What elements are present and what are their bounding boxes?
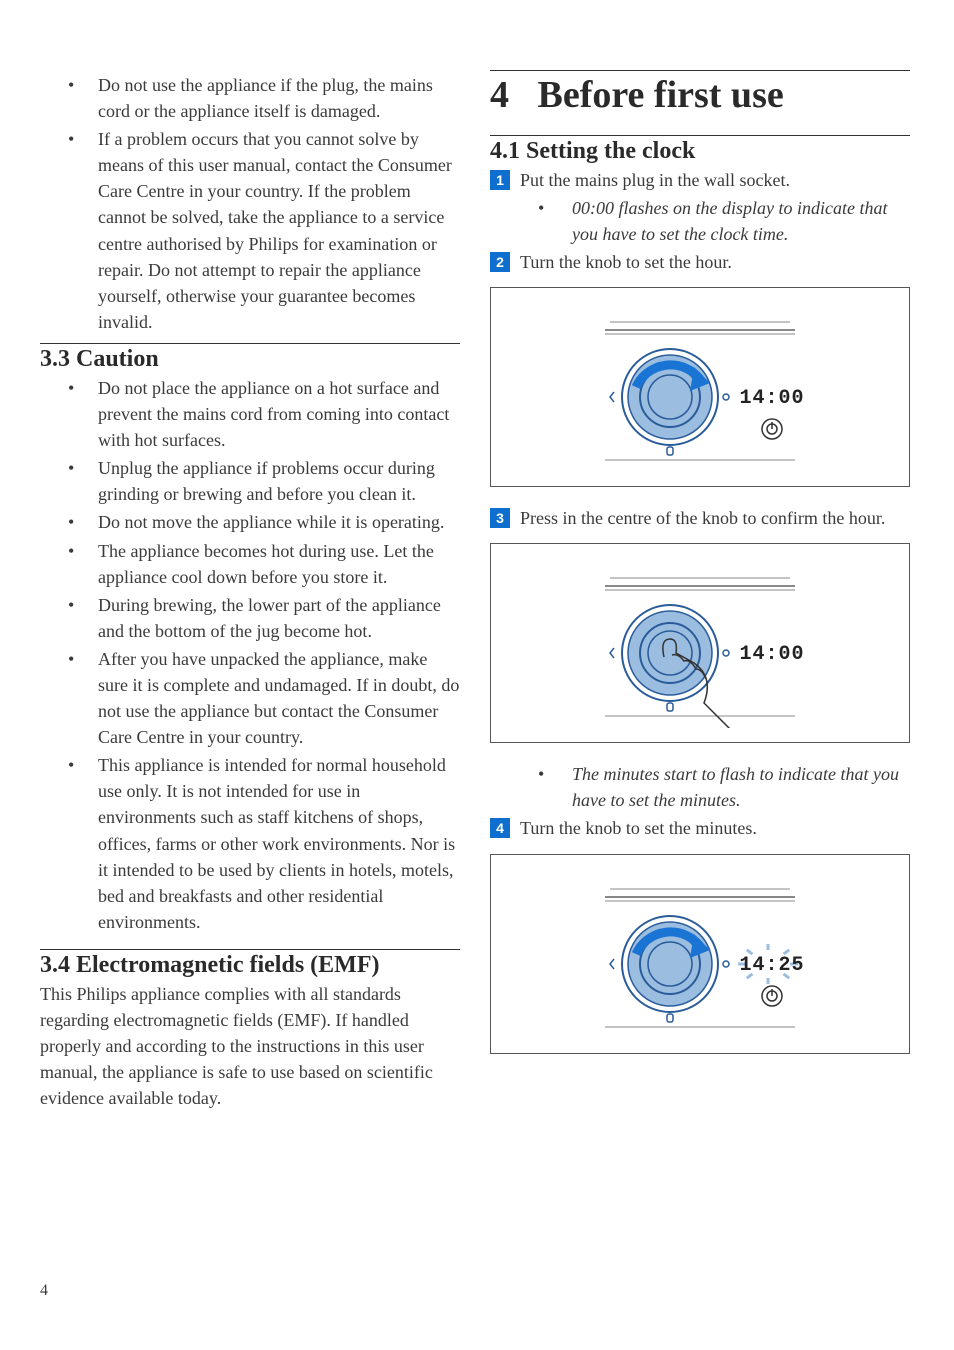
- divider: [40, 343, 460, 344]
- step-1: 1 Put the mains plug in the wall socket.: [490, 167, 910, 193]
- list-item: Do not move the appliance while it is op…: [40, 509, 460, 535]
- step-3: 3 Press in the centre of the knob to con…: [490, 505, 910, 531]
- figure-1: 14:00: [490, 287, 910, 487]
- step-note: The minutes start to flash to indicate t…: [490, 761, 910, 813]
- step-4: 4 Turn the knob to set the minutes.: [490, 815, 910, 841]
- step-badge-icon: 4: [490, 818, 510, 838]
- step-2: 2 Turn the knob to set the hour.: [490, 249, 910, 275]
- section-4-1-title: 4.1 Setting the clock: [490, 138, 910, 165]
- step-badge-icon: 1: [490, 170, 510, 190]
- chapter-title: Before first use: [538, 74, 784, 116]
- svg-text:14:25: 14:25: [739, 954, 804, 977]
- step-text: Turn the knob to set the hour.: [520, 249, 910, 275]
- step-text: Press in the centre of the knob to confi…: [520, 505, 910, 531]
- section-3-4-title: 3.4 Electromagnetic fields (EMF): [40, 952, 460, 979]
- emf-paragraph: This Philips appliance complies with all…: [40, 981, 460, 1111]
- divider: [40, 949, 460, 950]
- knob-diagram-icon: 14:00: [550, 558, 850, 728]
- divider: [490, 135, 910, 136]
- figure-2: 14:00: [490, 543, 910, 743]
- step-note: 00:00 flashes on the display to indicate…: [490, 195, 910, 247]
- step-text: Turn the knob to set the minutes.: [520, 815, 910, 841]
- section-3-3-title: 3.3 Caution: [40, 346, 460, 373]
- list-item: Do not place the appliance on a hot surf…: [40, 375, 460, 453]
- right-column: 4 Before first use 4.1 Setting the clock…: [490, 70, 910, 1111]
- chapter-4-heading: 4 Before first use: [490, 75, 910, 117]
- intro-bullet-list: Do not use the appliance if the plug, th…: [40, 72, 460, 335]
- step-badge-icon: 3: [490, 508, 510, 528]
- page-number: 4: [40, 1282, 48, 1300]
- page-columns: Do not use the appliance if the plug, th…: [40, 70, 914, 1111]
- svg-text:14:00: 14:00: [739, 387, 804, 410]
- step-note-list: The minutes start to flash to indicate t…: [490, 761, 910, 813]
- list-item: During brewing, the lower part of the ap…: [40, 592, 460, 644]
- list-item: Do not use the appliance if the plug, th…: [40, 72, 460, 124]
- list-item: If a problem occurs that you cannot solv…: [40, 126, 460, 335]
- divider: [490, 70, 910, 71]
- list-item: The appliance becomes hot during use. Le…: [40, 538, 460, 590]
- chapter-number: 4: [490, 75, 528, 117]
- knob-diagram-icon: 14:00: [550, 302, 850, 472]
- list-item: Unplug the appliance if problems occur d…: [40, 455, 460, 507]
- figure-3: 14:25: [490, 854, 910, 1054]
- step-note-list: 00:00 flashes on the display to indicate…: [490, 195, 910, 247]
- list-item: This appliance is intended for normal ho…: [40, 752, 460, 935]
- step-badge-icon: 2: [490, 252, 510, 272]
- svg-text:14:00: 14:00: [739, 643, 804, 666]
- left-column: Do not use the appliance if the plug, th…: [40, 70, 460, 1111]
- caution-bullet-list: Do not place the appliance on a hot surf…: [40, 375, 460, 935]
- step-text: Put the mains plug in the wall socket.: [520, 167, 910, 193]
- list-item: After you have unpacked the appliance, m…: [40, 646, 460, 750]
- knob-diagram-icon: 14:25: [550, 869, 850, 1039]
